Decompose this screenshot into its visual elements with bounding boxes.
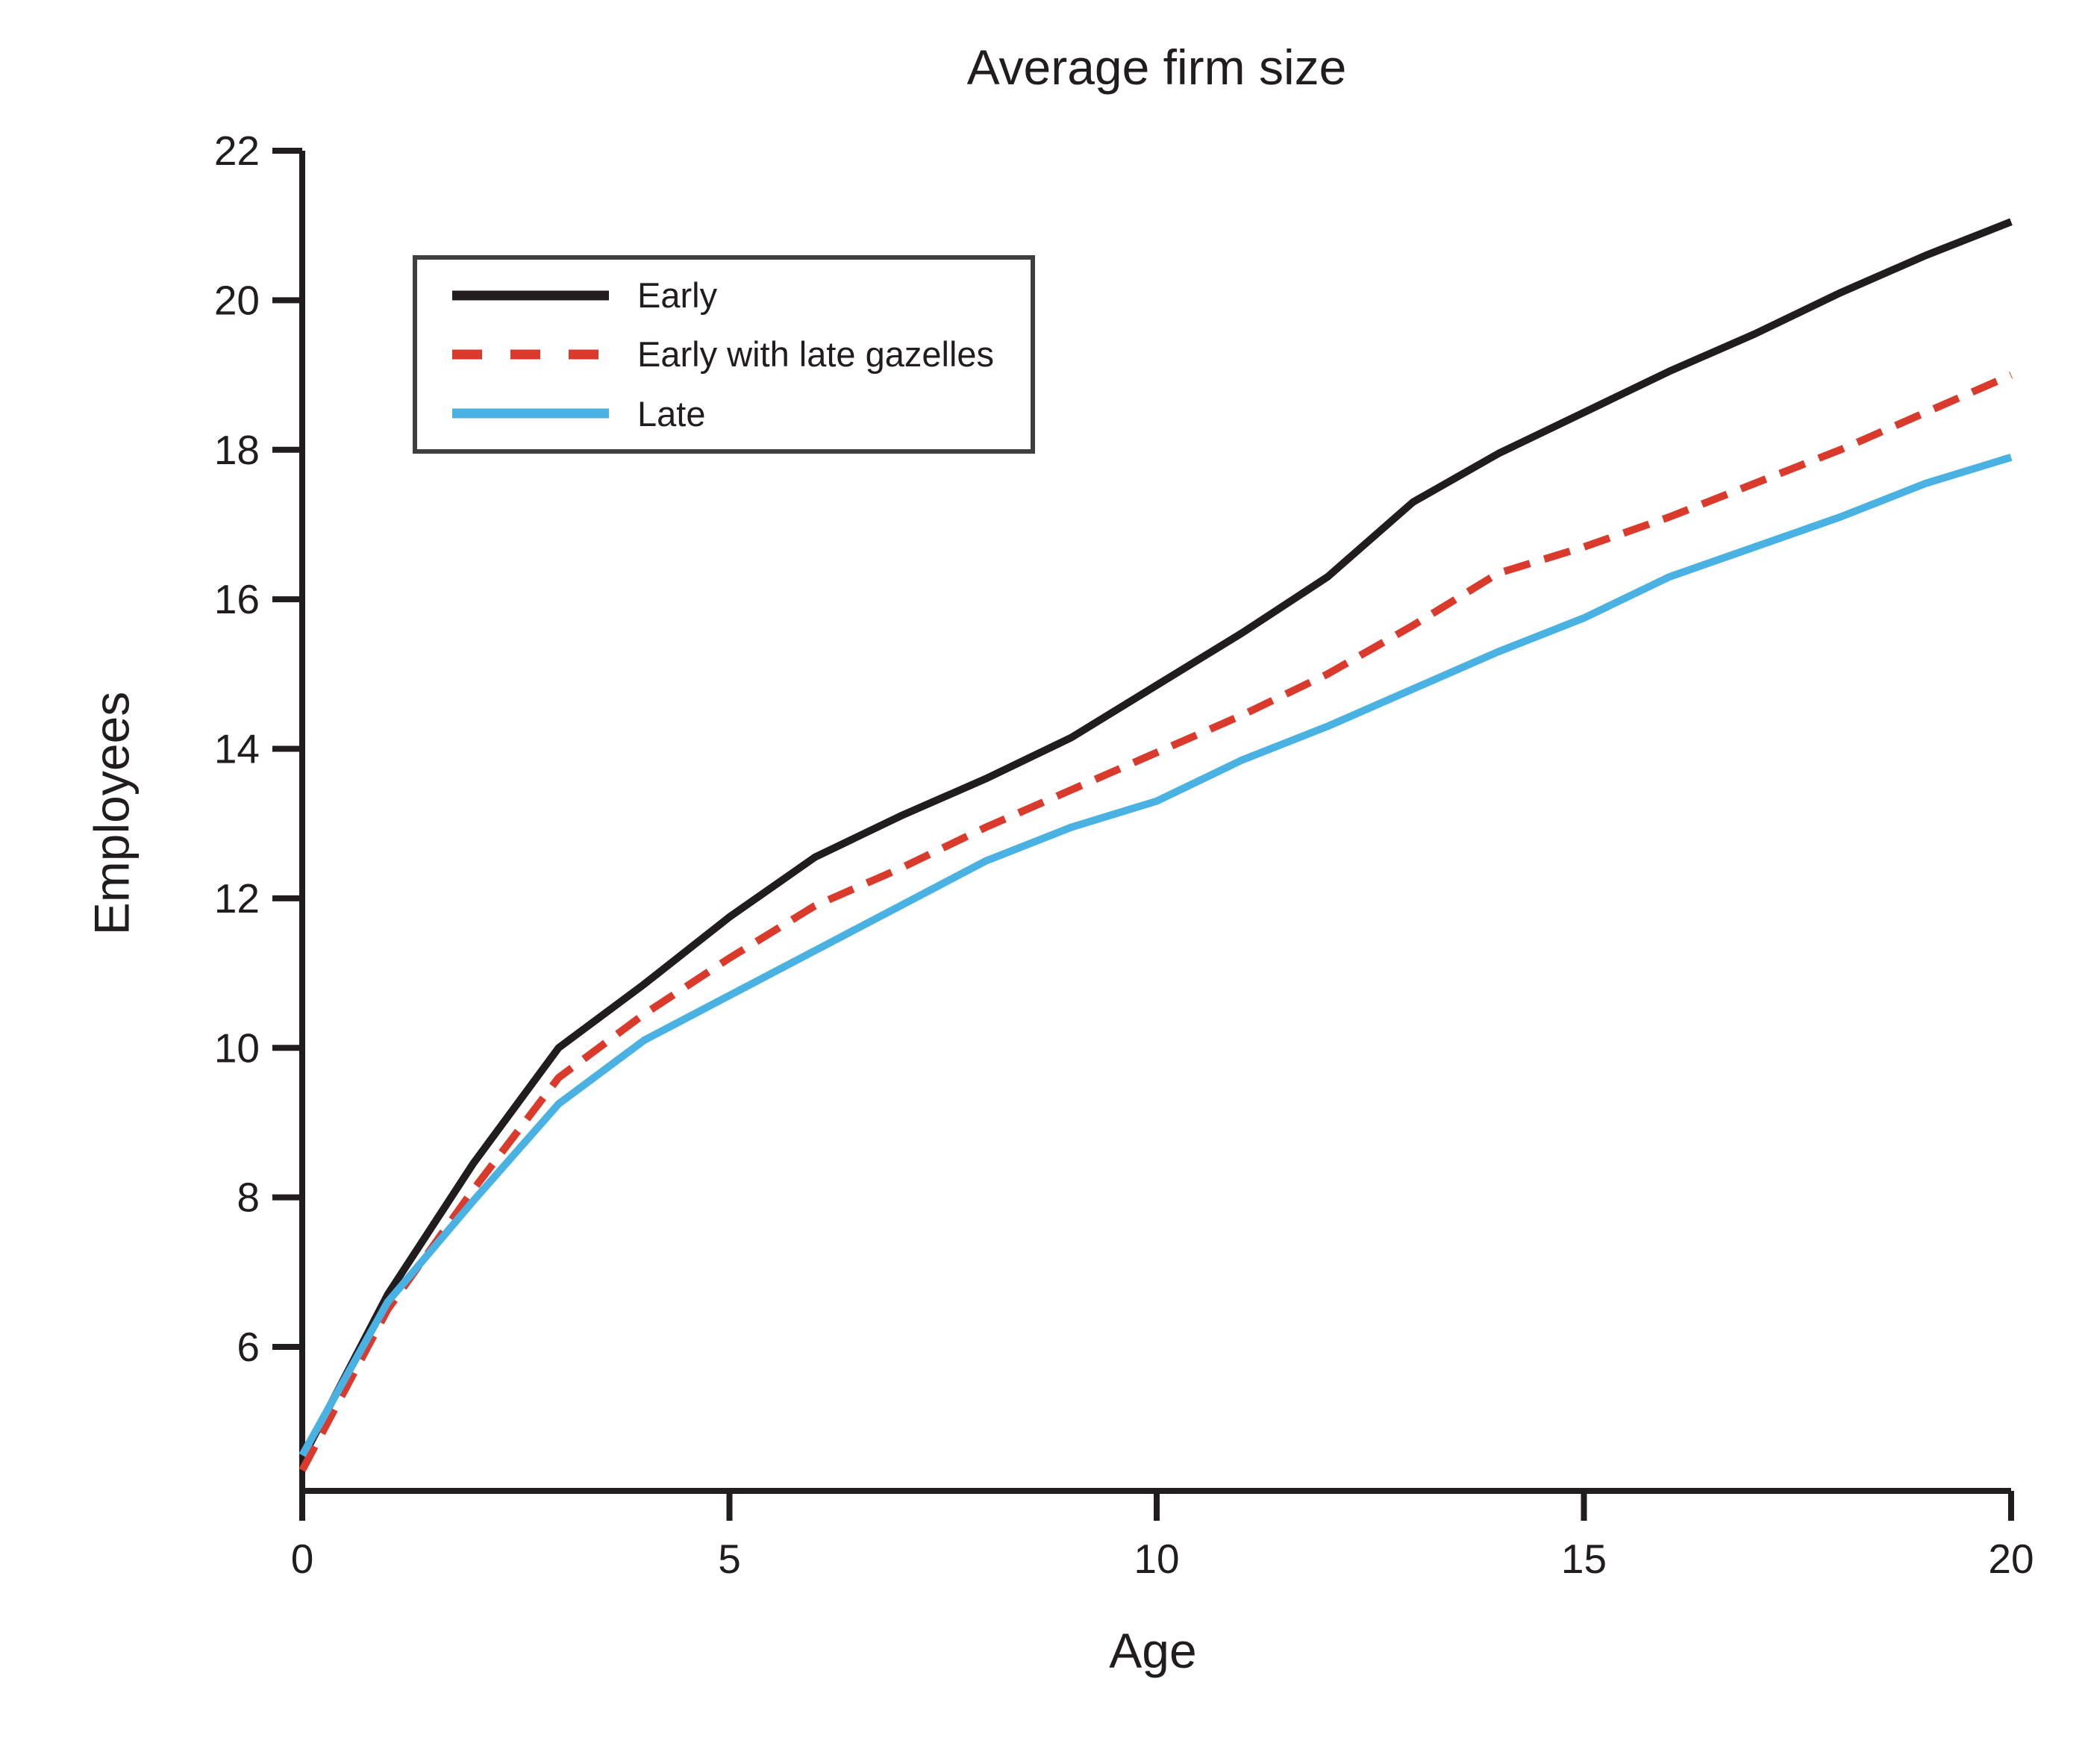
early-line-swatch-icon (452, 290, 609, 301)
legend-item-late: Late (452, 396, 1031, 431)
y-tick-label: 12 (214, 875, 260, 922)
series-line-early (298, 218, 2013, 1461)
y-axis-label: Employees (84, 691, 140, 936)
legend-label: Early (637, 275, 718, 316)
y-tick-label: 6 (237, 1324, 260, 1370)
legend-label: Late (637, 393, 706, 434)
series-line-early-with-late-gazelles (298, 372, 2013, 1472)
chart-title: Average firm size (966, 40, 1347, 95)
legend-item-early-with-late-gazelles: Early with late gazelles (452, 337, 1031, 372)
x-tick-label: 5 (718, 1536, 741, 1582)
late-line-swatch-icon (452, 408, 609, 419)
x-tick-label: 15 (1561, 1536, 1607, 1582)
series-line-late (298, 454, 2013, 1457)
x-tick-label: 10 (1134, 1536, 1179, 1582)
x-axis-label: Age (1109, 1623, 1197, 1678)
y-tick-label: 10 (214, 1025, 260, 1071)
y-tick-label: 16 (214, 576, 260, 622)
x-tick-label: 0 (291, 1536, 314, 1582)
legend-label: Early with late gazelles (637, 334, 995, 375)
legend-item-early: Early (452, 278, 1031, 313)
dashed-line-swatch-icon (452, 349, 609, 360)
y-tick-label: 22 (214, 128, 260, 174)
y-tick-label: 8 (237, 1175, 260, 1221)
y-tick-label: 20 (214, 277, 260, 323)
legend: Early Early with late gazelles Late (413, 255, 1035, 454)
x-tick-label: 20 (1988, 1536, 2034, 1582)
y-tick-label: 14 (214, 726, 260, 772)
y-tick-label: 18 (214, 427, 260, 473)
